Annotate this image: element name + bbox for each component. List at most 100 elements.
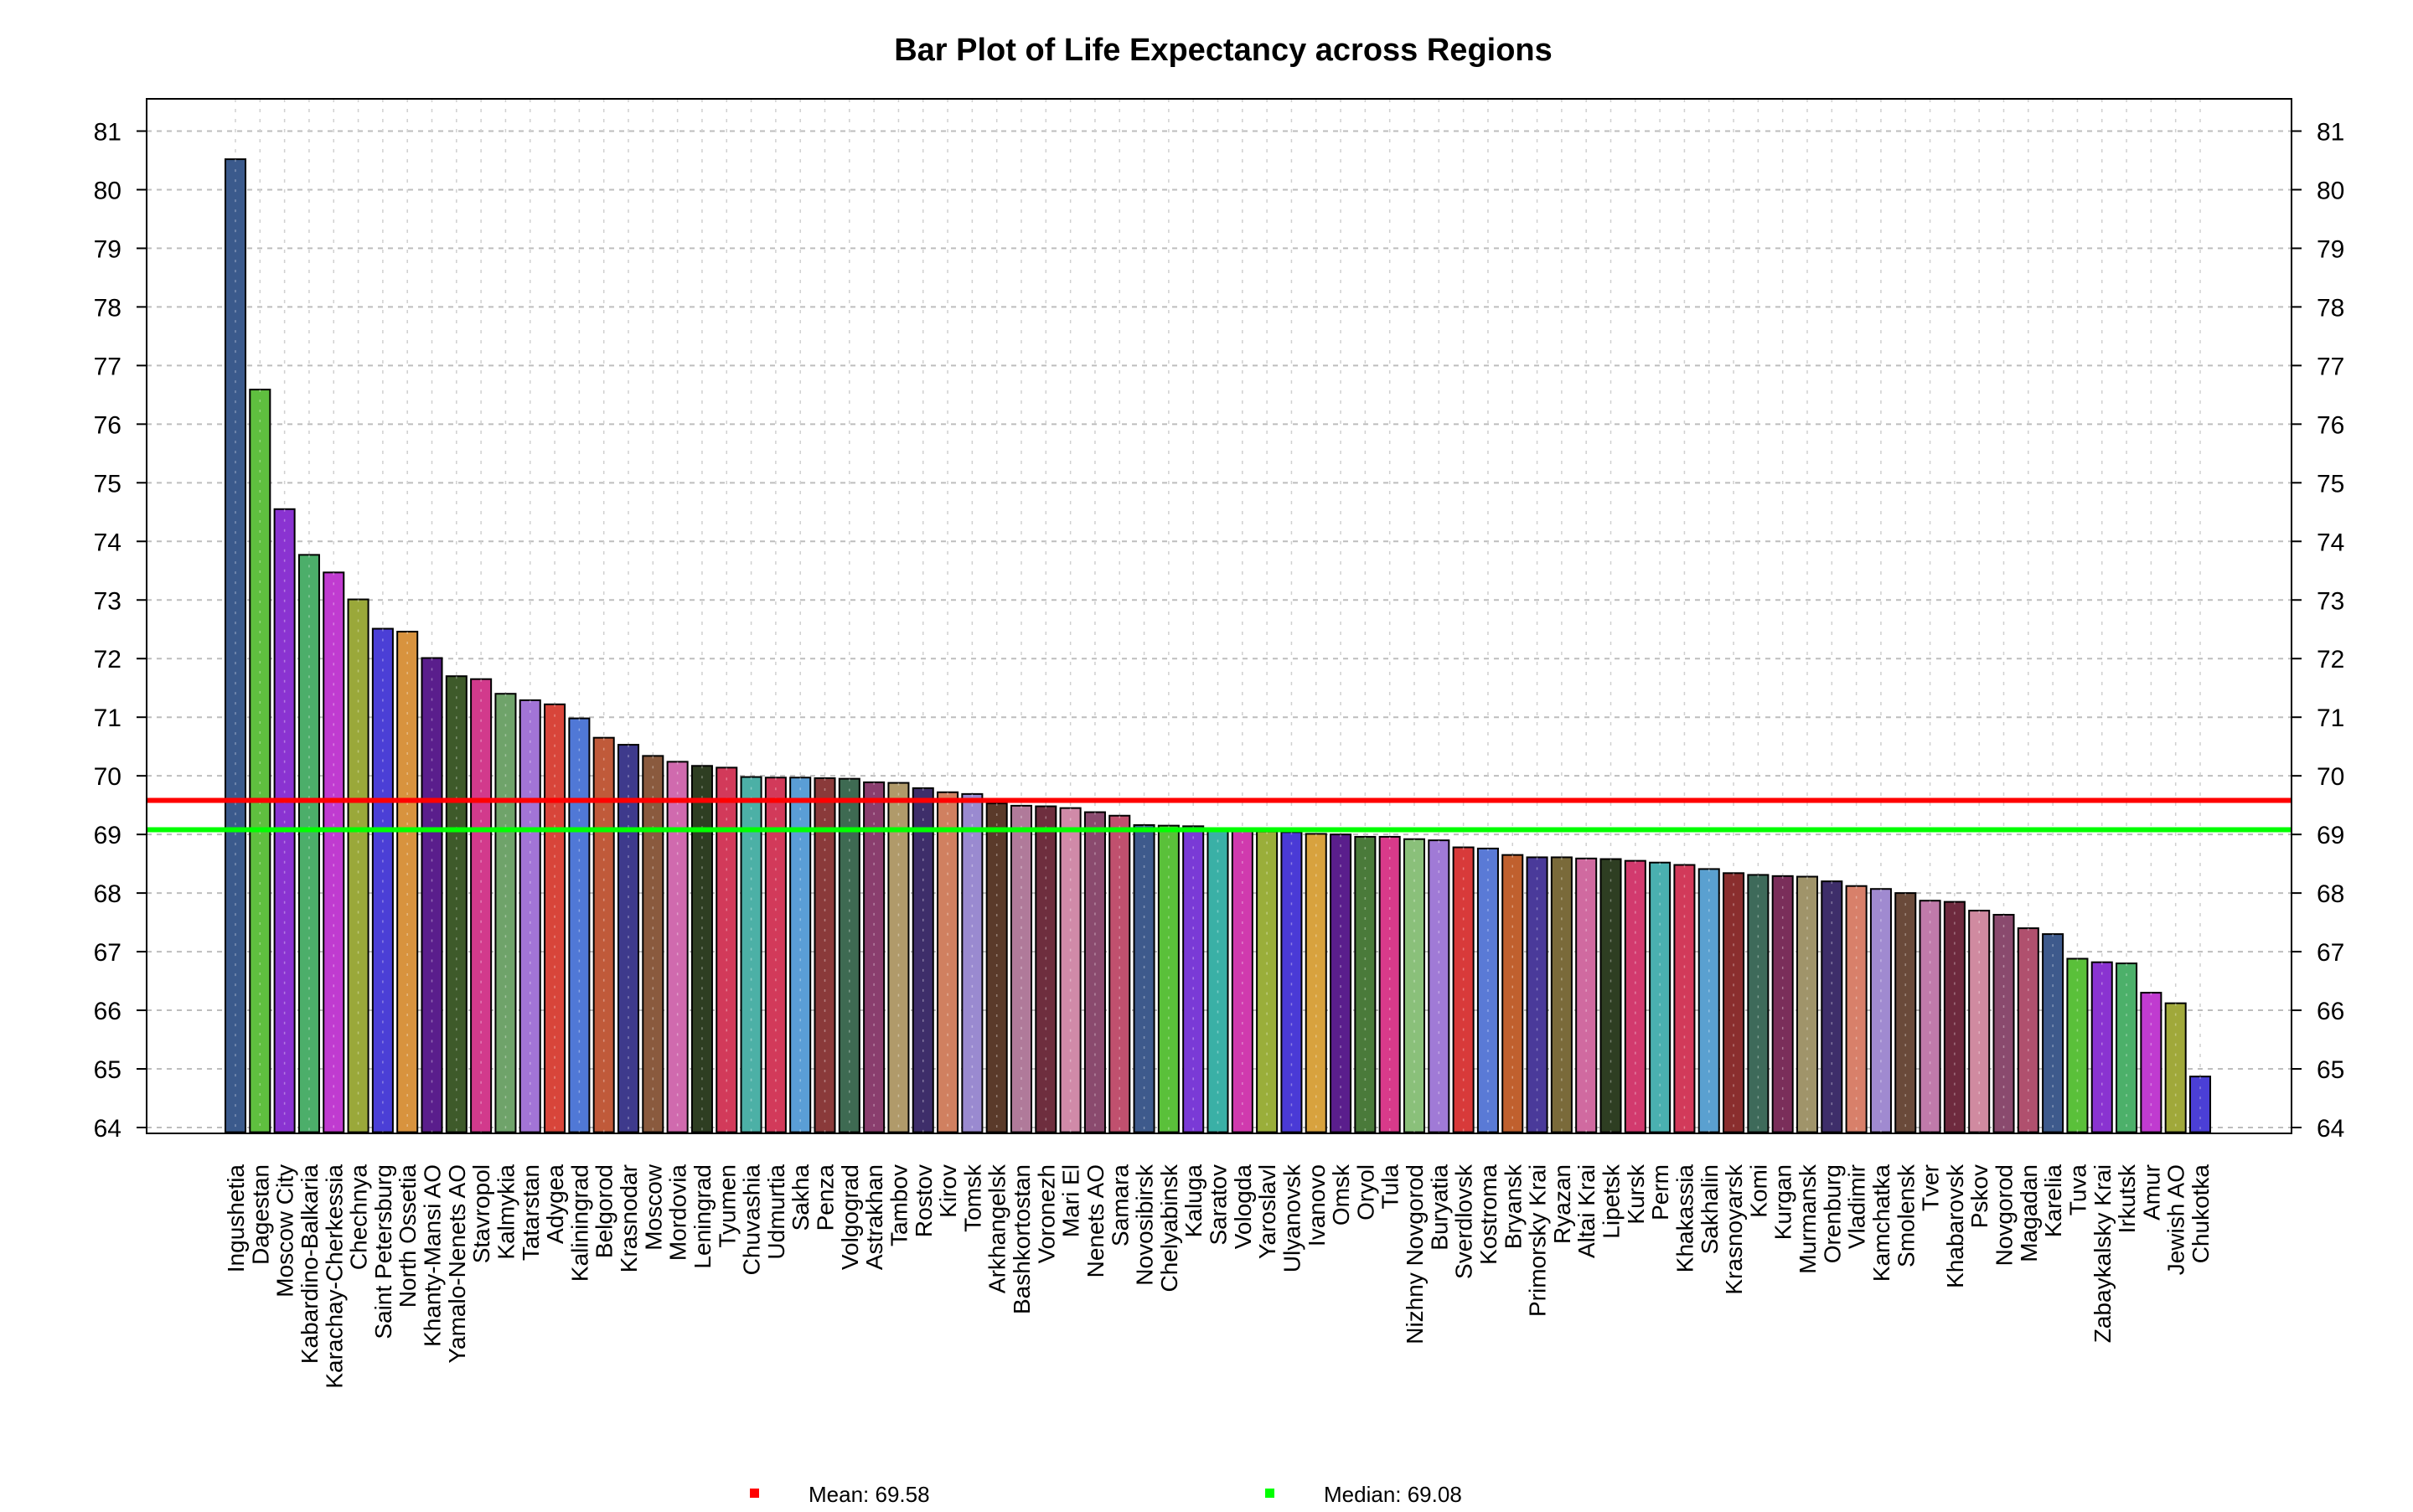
bar-chuvashia	[740, 776, 762, 1133]
bar-kostroma	[1476, 847, 1499, 1133]
bar-rostov	[912, 787, 934, 1133]
y-tick-label: 67	[94, 939, 121, 967]
bar-kabardino-balkaria	[297, 554, 320, 1133]
y-tick-label: 69	[94, 822, 121, 849]
x-tick-label: Oryol	[1352, 1164, 1378, 1220]
y-tick-label: 65	[2317, 1056, 2344, 1084]
x-tick-label: Tver	[1918, 1164, 1944, 1211]
x-tick-label: Chukotka	[2188, 1164, 2214, 1264]
legend-swatch-mean	[750, 1489, 759, 1498]
y-tick-label: 73	[2317, 587, 2344, 615]
x-tick-label: Sakhalin	[1697, 1164, 1723, 1254]
x-tick-label: Nenets AO	[1082, 1164, 1108, 1277]
bar-novgorod	[1992, 914, 2015, 1133]
x-tick-label: Dagestan	[247, 1164, 273, 1265]
bar-lipetsk	[1599, 858, 1622, 1133]
x-tick-label: Nizhny Novgorod	[1402, 1164, 1428, 1344]
y-tick-label: 66	[94, 998, 121, 1025]
x-tick-label: Murmansk	[1795, 1164, 1821, 1274]
bar-samara	[1108, 814, 1131, 1133]
y-tick-label: 76	[94, 411, 121, 439]
bar-adygea	[544, 703, 566, 1133]
x-tick-label: Voronezh	[1033, 1164, 1059, 1263]
x-tick-label: Karachay-Cherkessia	[321, 1164, 347, 1389]
bar-dagestan	[249, 389, 271, 1133]
bar-zabaykalsky-krai	[2090, 961, 2113, 1133]
x-tick-label: Karelia	[2040, 1164, 2066, 1238]
bar-kaliningrad	[568, 717, 591, 1133]
x-tick-label: Kirov	[935, 1164, 961, 1218]
bar-primorsky-krai	[1526, 856, 1548, 1133]
y-tick-label: 76	[2317, 411, 2344, 439]
x-tick-label: Leningrad	[690, 1164, 716, 1269]
bar-karachay-cherkessia	[323, 571, 345, 1133]
y-tick-label: 81	[94, 118, 121, 146]
y-tick-label: 67	[2317, 939, 2344, 967]
x-tick-label: Chuvashia	[739, 1164, 765, 1276]
bar-krasnodar	[617, 744, 640, 1133]
x-tick-label: Altai Krai	[1573, 1164, 1599, 1258]
bar-nizhny-novgorod	[1403, 838, 1426, 1133]
y-tick-label: 70	[94, 763, 121, 791]
x-tick-label: Sverdlovsk	[1451, 1164, 1477, 1279]
x-tick-label: Kursk	[1623, 1164, 1649, 1225]
bar-north-ossetia	[396, 631, 419, 1133]
y-tick-label: 71	[94, 704, 121, 732]
x-tick-label: Mari El	[1058, 1164, 1084, 1237]
bar-ulyanovsk	[1280, 831, 1303, 1133]
y-tick-label: 78	[2317, 294, 2344, 322]
y-tick-label: 72	[94, 646, 121, 673]
bar-buryatia	[1428, 839, 1450, 1133]
x-tick-label: Yaroslavl	[1254, 1164, 1280, 1259]
bar-bryansk	[1501, 854, 1524, 1133]
y-axis-left: 64 65 66 67 68 69 70 71 72 73 74 75 76 77 78 79 80 81	[94, 118, 147, 1143]
x-tick-label: Ivanovo	[1304, 1164, 1330, 1246]
x-tick-label: Tuva	[2064, 1164, 2090, 1216]
bar-magadan	[2017, 927, 2039, 1133]
x-tick-label: Tula	[1377, 1164, 1403, 1210]
x-tick-label: Udmurtia	[763, 1164, 789, 1260]
bar-chelyabinsk	[1157, 824, 1180, 1133]
legend-label-mean: Mean: 69.58	[809, 1482, 930, 1507]
x-tick-label: Chechnya	[346, 1164, 372, 1271]
y-tick-label: 75	[2317, 470, 2344, 498]
bar-sakhalin	[1697, 868, 1720, 1133]
bar-orenburg	[1821, 880, 1843, 1133]
bar-amur	[2140, 992, 2162, 1133]
x-tick-label: Bashkortostan	[1009, 1164, 1035, 1314]
x-tick-label: Tatarstan	[518, 1164, 544, 1261]
legend-label-median: Median: 69.08	[1324, 1482, 1462, 1507]
y-tick-label: 68	[94, 880, 121, 908]
bar-chechnya	[347, 598, 369, 1133]
x-tick-label: Krasnoyarsk	[1721, 1164, 1747, 1295]
x-tick-label: Tambov	[886, 1164, 912, 1246]
x-tick-label: Irkutsk	[2114, 1164, 2140, 1233]
bar-krasnoyarsk	[1723, 872, 1745, 1133]
y-tick-label: 64	[94, 1115, 121, 1143]
x-tick-label: Rostov	[911, 1164, 937, 1237]
x-tick-label: Adygea	[542, 1164, 568, 1244]
y-tick-label: 72	[2317, 646, 2344, 673]
x-tick-label: Kurgan	[1770, 1164, 1796, 1240]
x-tick-label: Omsk	[1328, 1164, 1354, 1226]
bar-udmurtia	[764, 777, 787, 1133]
bar-tambov	[887, 782, 910, 1133]
bar-komi	[1747, 874, 1770, 1133]
x-tick-label: Belgorod	[592, 1164, 617, 1258]
bar-novosibirsk	[1133, 823, 1155, 1133]
x-tick-label: Moscow City	[272, 1164, 298, 1298]
legend-swatch-median	[1265, 1489, 1274, 1498]
x-tick-label: Kostroma	[1475, 1164, 1501, 1265]
x-tick-label: Krasnodar	[616, 1164, 642, 1272]
x-tick-label: Ulyanovsk	[1279, 1164, 1305, 1272]
bar-arkhangelsk	[985, 802, 1008, 1133]
bar-moscow	[642, 755, 664, 1133]
bar-tuva	[2066, 957, 2089, 1133]
bar-kirov	[937, 791, 959, 1133]
y-tick-label: 74	[2317, 529, 2344, 556]
x-tick-label: Kabardino-Balkaria	[297, 1164, 323, 1365]
y-tick-label: 78	[94, 294, 121, 322]
bar-yaroslavl	[1256, 830, 1279, 1133]
